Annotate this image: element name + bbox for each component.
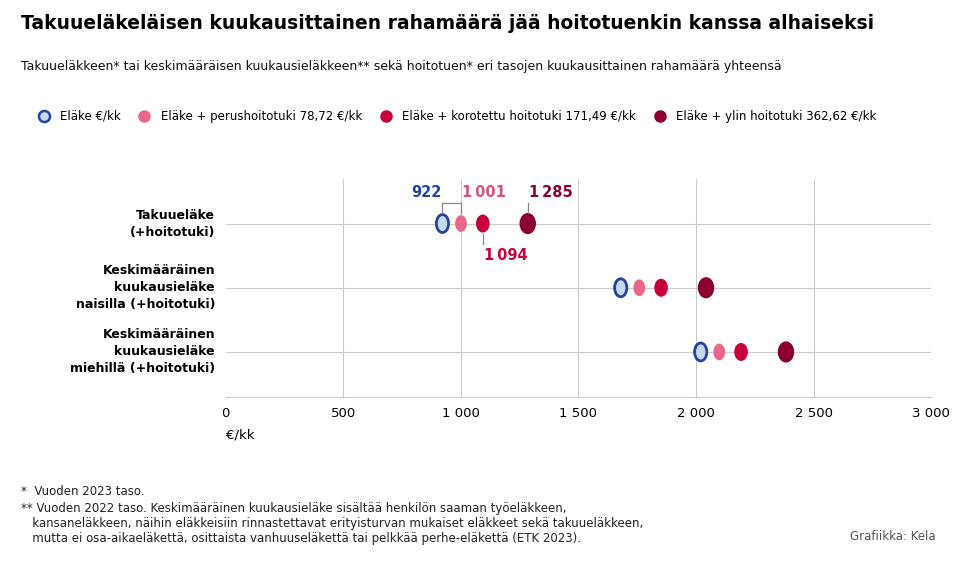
Ellipse shape	[455, 215, 467, 232]
Ellipse shape	[778, 341, 794, 362]
Text: Grafiikka: Kela: Grafiikka: Kela	[851, 530, 936, 543]
Ellipse shape	[634, 280, 645, 296]
Ellipse shape	[698, 277, 714, 298]
Legend: Eläke €/kk, Eläke + perushoitotuki 78,72 €/kk, Eläke + korotettu hoitotuki 171,4: Eläke €/kk, Eläke + perushoitotuki 78,72…	[27, 105, 881, 128]
Text: Takuueläke
(+hoitotuki): Takuueläke (+hoitotuki)	[130, 209, 215, 239]
Ellipse shape	[655, 279, 668, 297]
Ellipse shape	[476, 214, 490, 232]
Text: 922: 922	[412, 185, 442, 201]
Text: 1 285: 1 285	[529, 185, 572, 201]
Text: *  Vuoden 2023 taso.: * Vuoden 2023 taso.	[21, 485, 145, 498]
Text: 1 001: 1 001	[462, 185, 506, 201]
Text: Takuueläkeläisen kuukausittainen rahamäärä jää hoitotuenkin kanssa alhaiseksi: Takuueläkeläisen kuukausittainen rahamää…	[21, 14, 875, 33]
Text: ** Vuoden 2022 taso. Keskimääräinen kuukausieläke sisältää henkilön saaman työel: ** Vuoden 2022 taso. Keskimääräinen kuuk…	[21, 502, 643, 545]
Ellipse shape	[519, 213, 536, 234]
Text: Takuueläkkeen* tai keskimääräisen kuukausieläkkeen** sekä hoitotuen* eri tasojen: Takuueläkkeen* tai keskimääräisen kuukau…	[21, 60, 781, 73]
Ellipse shape	[713, 344, 725, 360]
Ellipse shape	[614, 279, 627, 297]
Ellipse shape	[695, 343, 707, 361]
Ellipse shape	[734, 343, 748, 361]
Text: Keskimääräinen
kuukausieläke
miehillä (+hoitotuki): Keskimääräinen kuukausieläke miehillä (+…	[70, 328, 215, 375]
Text: 1 094: 1 094	[484, 248, 527, 263]
X-axis label: €/kk: €/kk	[226, 429, 254, 442]
Text: Keskimääräinen
kuukausieläke
naisilla (+hoitotuki): Keskimääräinen kuukausieläke naisilla (+…	[76, 264, 215, 311]
Ellipse shape	[437, 214, 448, 232]
